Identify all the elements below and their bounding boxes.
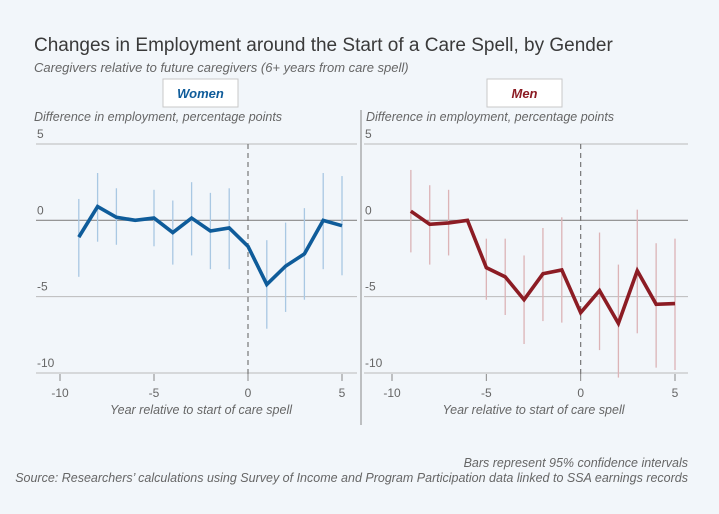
y-axis-label: Difference in employment, percentage poi… (366, 110, 614, 124)
y-tick-label: 5 (37, 127, 44, 141)
ci-note: Bars represent 95% confidence intervals (464, 456, 688, 470)
x-tick-label: -10 (383, 386, 401, 400)
x-axis-label: Year relative to start of care spell (110, 403, 293, 417)
x-tick-label: -10 (51, 386, 69, 400)
y-tick-label: 0 (365, 203, 372, 217)
x-tick-label: 0 (245, 386, 252, 400)
panel-women: Women Difference in employment, percentag… (34, 78, 357, 417)
y-tick-label: -5 (37, 280, 48, 294)
legend-box (486, 78, 563, 108)
x-tick-label: -5 (149, 386, 160, 400)
legend-women: Women (162, 78, 239, 108)
legend-label: Men (512, 86, 538, 101)
x-tick-label: 5 (339, 386, 346, 400)
x-axis-label: Year relative to start of care spell (442, 403, 625, 417)
x-tick-label: 5 (672, 386, 679, 400)
x-tick-label: -5 (481, 386, 492, 400)
y-tick-label: -5 (365, 280, 376, 294)
chart-title: Changes in Employment around the Start o… (34, 35, 613, 56)
y-tick-label: 0 (37, 203, 44, 217)
legend-box (162, 78, 239, 108)
y-axis-label: Difference in employment, percentage poi… (34, 110, 282, 124)
legend-men: Men (486, 78, 563, 108)
legend-label: Women (177, 86, 224, 101)
source-note: Source: Researchers’ calculations using … (15, 471, 688, 485)
x-tick-label: 0 (577, 386, 584, 400)
y-tick-label: -10 (365, 356, 383, 370)
panel-men: Men Difference in employment, percentage … (364, 78, 688, 417)
y-tick-label: -10 (37, 356, 55, 370)
chart-subtitle: Caregivers relative to future caregivers… (34, 60, 409, 75)
y-tick-label: 5 (365, 127, 372, 141)
